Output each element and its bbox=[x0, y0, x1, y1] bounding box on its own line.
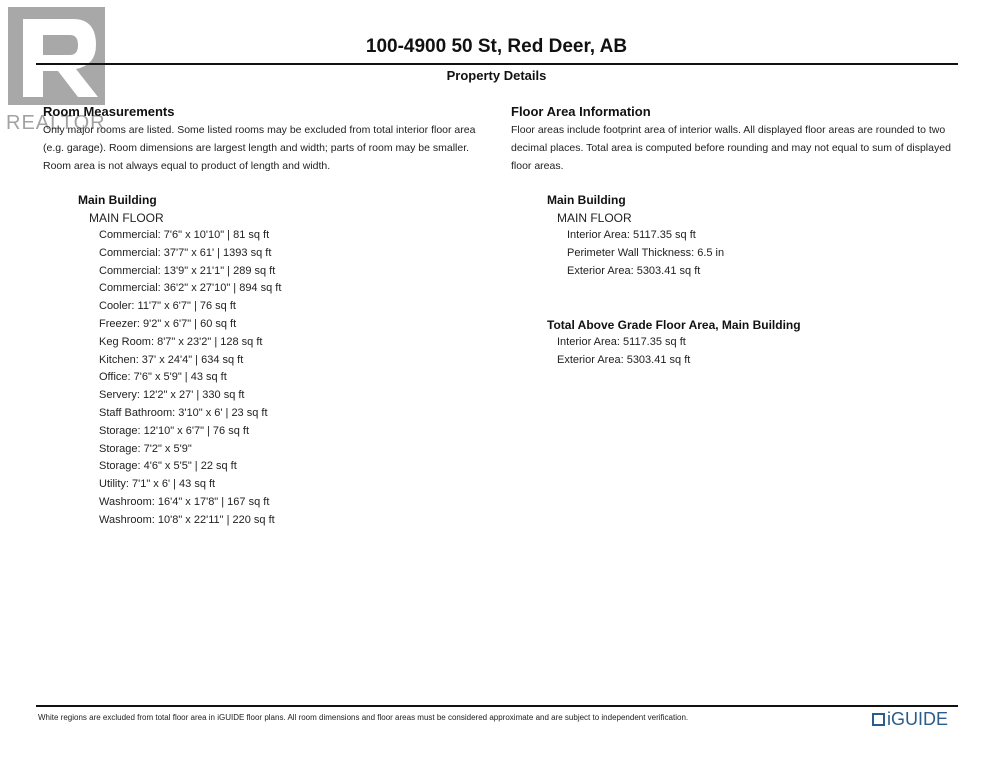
room-item: Storage: 12'10" x 6'7" | 76 sq ft bbox=[99, 424, 250, 437]
iguide-brand: iGUIDE bbox=[887, 709, 949, 729]
floor-area-heading: Floor Area Information bbox=[511, 104, 651, 119]
room-measurements-note: Only major rooms are listed. Some listed… bbox=[43, 124, 476, 172]
room-item: Keg Room: 8'7" x 23'2" | 128 sq ft bbox=[99, 335, 263, 348]
room-item: Staff Bathroom: 3'10" x 6' | 23 sq ft bbox=[99, 406, 268, 419]
room-item: Cooler: 11'7" x 6'7" | 76 sq ft bbox=[99, 300, 236, 313]
floor-area-list: Interior Area: 5117.35 sq ft Perimeter W… bbox=[567, 227, 724, 280]
page-title: 100-4900 50 St, Red Deer, AB bbox=[365, 36, 628, 57]
iguide-icon bbox=[872, 713, 885, 726]
list-item: Perimeter Wall Thickness: 6.5 in bbox=[567, 246, 725, 259]
total-area-heading: Total Above Grade Floor Area, Main Build… bbox=[547, 318, 801, 332]
list-item: Exterior Area: 5303.41 sq ft bbox=[567, 264, 701, 277]
room-item: Commercial: 36'2" x 27'10" | 894 sq ft bbox=[99, 282, 282, 295]
footer-divider bbox=[36, 705, 958, 707]
room-item: Freezer: 9'2" x 6'7" | 60 sq ft bbox=[99, 317, 237, 330]
building-name: Main Building bbox=[78, 193, 157, 207]
iguide-logo: iGUIDE bbox=[872, 709, 948, 730]
realtor-logo-text: REALTOR bbox=[6, 112, 106, 134]
total-area-list: Interior Area: 5117.35 sq ft Exterior Ar… bbox=[557, 334, 690, 370]
room-item: Commercial: 37'7" x 61' | 1393 sq ft bbox=[99, 246, 272, 259]
room-item: Storage: 4'6" x 5'5" | 22 sq ft bbox=[99, 460, 237, 473]
realtor-logo bbox=[8, 7, 105, 105]
room-item: Utility: 7'1" x 6' | 43 sq ft bbox=[99, 478, 216, 491]
divider bbox=[36, 63, 958, 65]
list-item: Interior Area: 5117.35 sq ft bbox=[567, 229, 696, 241]
fa-building-name: Main Building bbox=[547, 193, 626, 207]
room-item: Storage: 7'2" x 5'9" bbox=[99, 442, 192, 455]
list-item: Exterior Area: 5303.41 sq ft bbox=[557, 353, 691, 366]
room-item: Servery: 12'2" x 27' | 330 sq ft bbox=[99, 389, 245, 402]
floor-name: MAIN FLOOR bbox=[89, 211, 164, 225]
fa-floor-name: MAIN FLOOR bbox=[557, 211, 632, 225]
room-measurements-heading: Room Measurements bbox=[43, 104, 175, 119]
room-item: Kitchen: 37' x 24'4" | 634 sq ft bbox=[99, 353, 244, 366]
floor-area-note: Floor areas include footprint area of in… bbox=[511, 124, 951, 172]
page-subtitle: Property Details bbox=[446, 68, 547, 83]
room-item: Office: 7'6" x 5'9" | 43 sq ft bbox=[99, 371, 227, 384]
room-item: Commercial: 13'9" x 21'1" | 289 sq ft bbox=[99, 264, 276, 277]
room-item: Washroom: 16'4" x 17'8" | 167 sq ft bbox=[99, 495, 270, 508]
list-item: Interior Area: 5117.35 sq ft bbox=[557, 336, 686, 348]
footer-disclaimer: White regions are excluded from total fl… bbox=[38, 713, 689, 722]
room-item: Commercial: 7'6" x 10'10" | 81 sq ft bbox=[99, 229, 270, 241]
room-list: Commercial: 7'6" x 10'10" | 81 sq ft Comm… bbox=[99, 227, 281, 530]
room-item: Washroom: 10'8" x 22'11" | 220 sq ft bbox=[99, 513, 275, 526]
